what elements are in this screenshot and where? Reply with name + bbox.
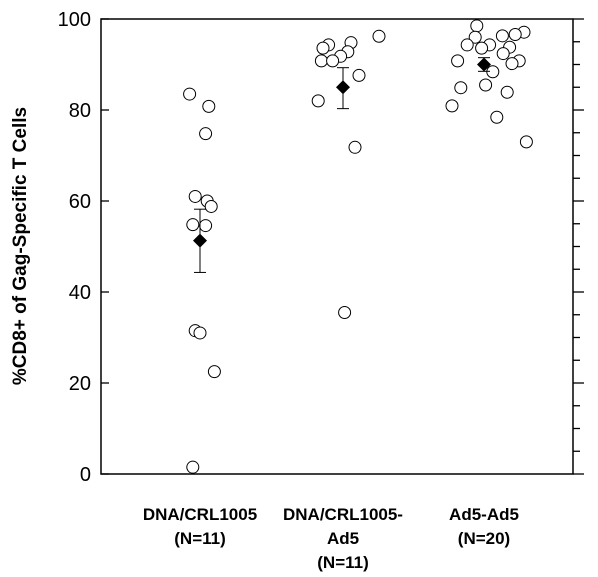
y-tick-label: 40: [69, 282, 91, 304]
category-label-line: (N=20): [458, 529, 510, 548]
data-point: [479, 78, 493, 92]
y-axis-tick-labels: 0 20 40 60 80 100: [58, 9, 91, 486]
data-point: [314, 54, 328, 68]
mean-marker: [193, 233, 207, 248]
data-point: [199, 127, 213, 141]
category-label-line: (N=11): [174, 529, 226, 548]
y-axis-ticks: [101, 18, 584, 475]
data-point: [311, 94, 325, 108]
category-label-line: (N=11): [317, 553, 369, 572]
data-point: [186, 218, 200, 232]
category-label-line: Ad5: [327, 529, 359, 548]
data-point: [470, 19, 484, 33]
data-groups: [183, 19, 533, 474]
data-point: [326, 54, 340, 68]
data-point: [454, 81, 468, 95]
data-point: [188, 189, 202, 203]
data-point: [496, 47, 510, 61]
group-1: [311, 29, 386, 319]
data-point: [207, 365, 221, 379]
data-point: [352, 68, 366, 82]
y-tick-label: 60: [69, 191, 91, 213]
data-point: [495, 29, 509, 43]
mean-marker: [477, 57, 491, 72]
data-point: [445, 99, 459, 113]
data-point: [468, 30, 482, 44]
group-2: [445, 19, 533, 149]
data-point: [475, 41, 489, 55]
mean-marker: [336, 80, 350, 95]
data-point: [316, 41, 330, 55]
data-point: [202, 99, 216, 113]
data-point: [193, 326, 207, 340]
data-point: [338, 305, 352, 319]
data-point: [348, 140, 362, 154]
y-tick-label: 20: [69, 373, 91, 395]
group-0: [183, 87, 221, 474]
data-point: [519, 135, 533, 149]
y-tick-label: 100: [58, 9, 91, 31]
data-point: [490, 110, 504, 124]
data-point: [186, 460, 200, 474]
y-tick-label: 80: [69, 100, 91, 122]
data-point: [451, 54, 465, 68]
data-point: [460, 38, 474, 52]
data-point: [508, 27, 522, 41]
data-point: [372, 29, 386, 43]
category-label-line: DNA/CRL1005-: [283, 505, 403, 524]
category-label-line: Ad5-Ad5: [449, 505, 519, 524]
category-label-line: DNA/CRL1005: [143, 505, 257, 524]
x-axis-category-labels: DNA/CRL1005 (N=11) DNA/CRL1005- Ad5 (N=11) Ad…: [143, 505, 519, 572]
data-point: [204, 199, 218, 213]
data-point: [183, 87, 197, 101]
y-tick-label: 0: [80, 464, 91, 486]
y-axis-label: %CD8+ of Gag-Specific T Cells: [10, 107, 31, 385]
data-point: [500, 85, 514, 99]
data-point: [505, 57, 519, 71]
data-point: [199, 219, 213, 233]
